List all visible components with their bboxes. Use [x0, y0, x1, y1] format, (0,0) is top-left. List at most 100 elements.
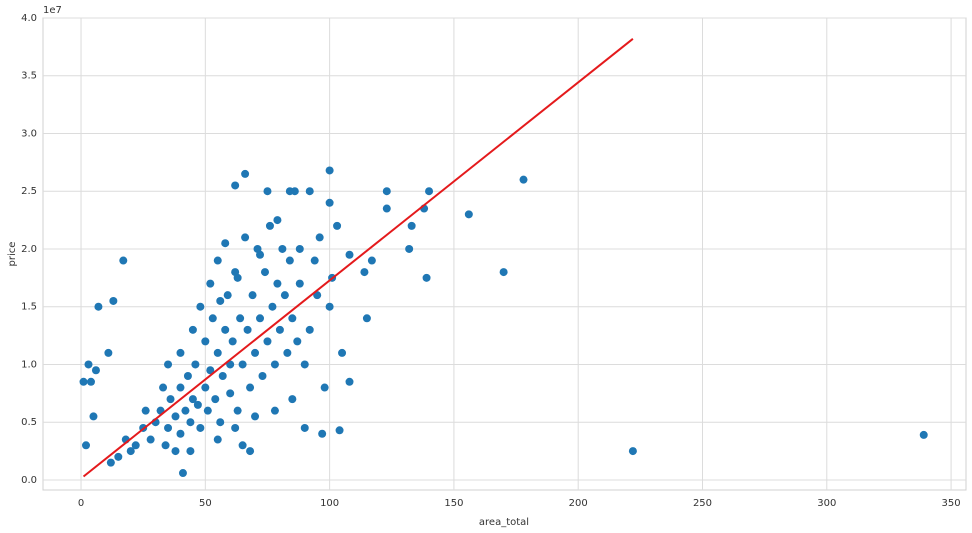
scatter-point	[295, 279, 304, 288]
scatter-point	[305, 325, 314, 334]
scatter-point	[285, 187, 294, 196]
scatter-point	[919, 430, 928, 439]
scatter-point	[171, 412, 180, 421]
scatter-point	[256, 250, 265, 259]
scatter-point	[345, 250, 354, 259]
scatter-point	[181, 406, 190, 415]
scatter-point	[226, 389, 235, 398]
x-tick-label: 0	[78, 498, 84, 509]
scatter-point	[183, 372, 192, 381]
scatter-point	[260, 268, 269, 277]
scatter-point	[221, 325, 230, 334]
scatter-point	[464, 210, 473, 219]
scatter-point	[293, 337, 302, 346]
scatter-point	[176, 383, 185, 392]
scatter-point	[288, 314, 297, 323]
y-tick-label: 3.5	[21, 71, 37, 82]
scatter-point	[119, 256, 128, 265]
scatter-point	[213, 348, 222, 357]
scatter-point	[176, 348, 185, 357]
scatter-point	[188, 395, 197, 404]
scatter-point	[238, 360, 247, 369]
scatter-point	[422, 273, 431, 282]
scatter-point	[196, 302, 205, 311]
scatter-point	[300, 360, 309, 369]
scatter-point	[333, 221, 342, 230]
scatter-point	[246, 447, 255, 456]
scatter-point	[241, 169, 250, 178]
scatter-point	[213, 435, 222, 444]
scatter-point	[256, 314, 265, 323]
scatter-point	[193, 400, 202, 409]
scatter-point	[338, 348, 347, 357]
scatter-point	[335, 426, 344, 435]
scatter-point	[238, 441, 247, 450]
scatter-point	[218, 372, 227, 381]
y-tick-label: 1.0	[21, 359, 37, 370]
scatter-point	[221, 239, 230, 248]
scatter-point	[243, 325, 252, 334]
scatter-point	[382, 187, 391, 196]
scatter-point	[519, 175, 528, 184]
x-tick-label: 350	[942, 498, 961, 509]
scatter-point	[263, 337, 272, 346]
x-tick-label: 300	[817, 498, 836, 509]
scatter-point	[231, 423, 240, 432]
scatter-point	[246, 383, 255, 392]
scatter-point	[231, 181, 240, 190]
scatter-point	[191, 360, 200, 369]
scatter-point	[79, 377, 88, 386]
scatter-point	[188, 325, 197, 334]
scatter-point	[228, 337, 237, 346]
scatter-point	[285, 256, 294, 265]
scatter-point	[405, 244, 414, 253]
scatter-point	[325, 166, 334, 175]
scatter-point	[251, 412, 260, 421]
scatter-point	[213, 256, 222, 265]
x-tick-label: 100	[320, 498, 339, 509]
scatter-point	[248, 291, 257, 300]
scatter-point	[201, 337, 210, 346]
scatter-point	[223, 291, 232, 300]
y-tick-label: 4.0	[21, 13, 37, 24]
scatter-point	[263, 187, 272, 196]
x-tick-label: 250	[693, 498, 712, 509]
y-tick-label: 3.0	[21, 128, 37, 139]
scatter-point	[176, 429, 185, 438]
scatter-point	[82, 441, 91, 450]
scatter-point	[407, 221, 416, 230]
scatter-point	[273, 279, 282, 288]
scatter-point	[278, 244, 287, 253]
y-axis-label: price	[7, 242, 18, 267]
scatter-point	[89, 412, 98, 421]
scatter-point	[382, 204, 391, 213]
fit-line	[82, 38, 634, 478]
scatter-point	[216, 418, 225, 427]
scatter-point	[362, 314, 371, 323]
scatter-point	[236, 314, 245, 323]
scatter-point	[86, 377, 95, 386]
x-axis-label: area_total	[479, 517, 529, 528]
y-tick-label: 1.5	[21, 302, 37, 313]
x-tick-label: 150	[444, 498, 463, 509]
y-tick-label: 2.0	[21, 244, 37, 255]
scatter-point	[146, 435, 155, 444]
scatter-point	[201, 383, 210, 392]
scatter-point	[628, 447, 637, 456]
scatter-point	[186, 418, 195, 427]
scatter-point	[203, 406, 212, 415]
scatter-point	[318, 429, 327, 438]
y-tick-label: 0.5	[21, 417, 37, 428]
scatter-point	[315, 233, 324, 242]
y-tick-label: 0.0	[21, 475, 37, 486]
scatter-point	[367, 256, 376, 265]
scatter-point	[211, 395, 220, 404]
x-tick-label: 50	[199, 498, 212, 509]
scatter-point	[320, 383, 329, 392]
scatter-point	[114, 452, 123, 461]
scatter-point	[109, 296, 118, 305]
scatter-point	[300, 423, 309, 432]
scatter-point	[161, 441, 170, 450]
scatter-point	[270, 406, 279, 415]
